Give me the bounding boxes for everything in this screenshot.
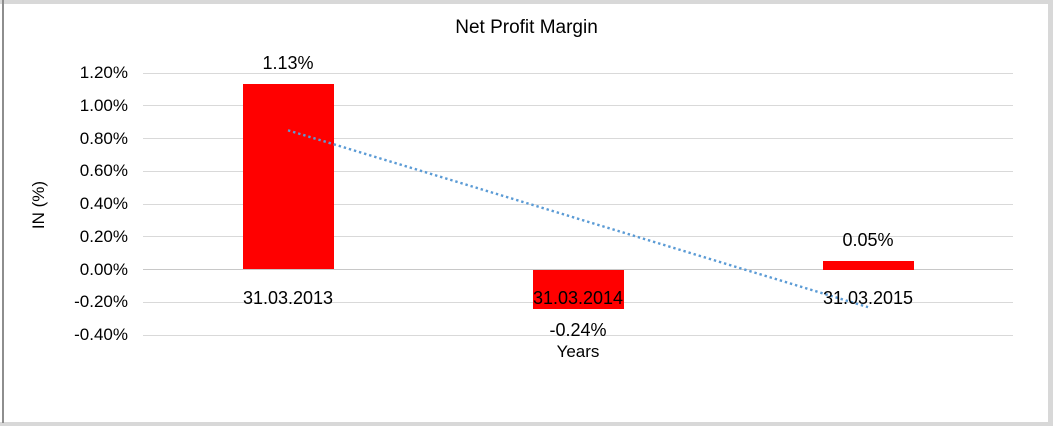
y-tick-label: 0.20% [79,226,128,246]
y-tick-label: 0.40% [79,194,128,213]
gridline [143,236,1013,238]
y-tick-label: 1.20% [79,63,128,82]
x-axis-title: Years [556,342,600,361]
bar [532,269,624,309]
image-border-left [2,0,4,423]
gridline [143,105,1013,107]
data-label: 1.13% [262,53,314,74]
trendline-layer [287,129,869,309]
gridline [143,170,1013,172]
y-tick-label: -0.40% [74,325,128,344]
x-category-label: 31.03.2013 [242,287,334,308]
data-label: -0.24% [549,319,607,340]
trendline [287,129,869,309]
x-category-label: 31.03.2015 [822,287,914,308]
gridline [143,72,1013,74]
data-label: 0.05% [842,230,894,251]
gridline [143,203,1013,205]
gridline [143,334,1013,336]
y-tick-label: 1.00% [79,95,128,115]
gridline [143,138,1013,139]
y-tick-label: 0.60% [79,161,128,181]
plot-area: 31.03.2013 1.13% 31.03.2014 -0.24% 31.03.201… [143,54,1013,339]
image-border-top [0,0,1053,4]
y-tick-label: -0.20% [74,292,128,312]
x-category-label: 31.03.2014 [532,287,624,308]
y-tick-label: 0.00% [79,259,128,279]
bar [242,84,334,270]
chart-title: Net Profit Margin [455,17,598,38]
bar [822,261,914,270]
image-border-right [1048,0,1053,426]
image-border-bottom [0,422,1053,426]
y-tick-label: 0.80% [79,128,128,148]
